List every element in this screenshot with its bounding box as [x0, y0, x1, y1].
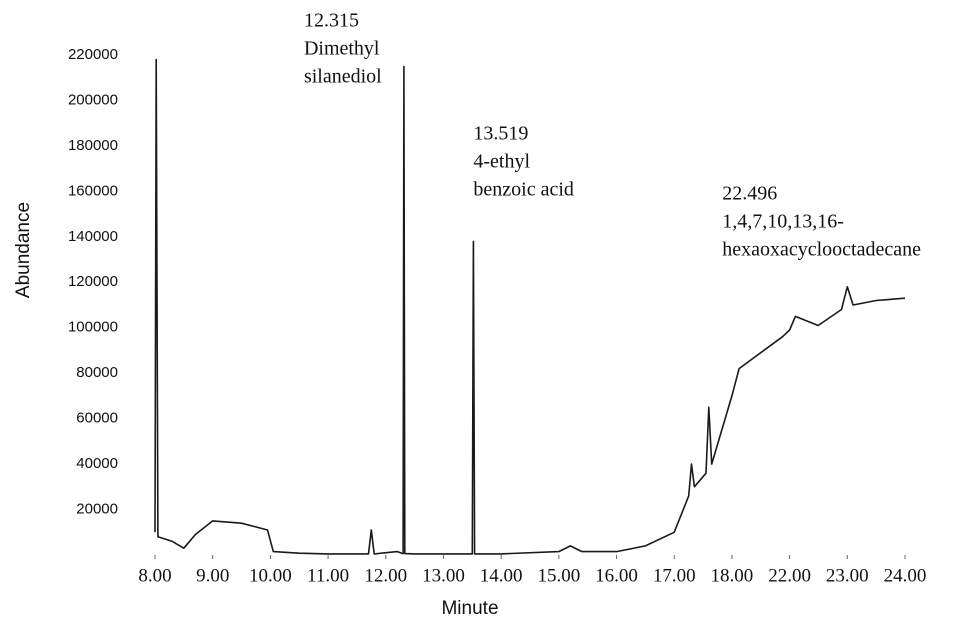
annotation-text: benzoic acid — [473, 179, 573, 201]
annotation-time: 13.519 — [473, 123, 528, 145]
y-tick-label: 140000 — [68, 228, 118, 245]
annotation-text: Dimethyl — [304, 38, 380, 60]
y-tick-label: 220000 — [68, 46, 118, 63]
x-tick-label: 22.00 — [768, 565, 811, 586]
annotation-time: 22.496 — [722, 183, 777, 205]
y-tick-label: 200000 — [68, 91, 118, 108]
x-tick-label: 9.00 — [196, 565, 229, 586]
y-tick-label: 180000 — [68, 137, 118, 154]
x-axis-title: Minute — [441, 598, 498, 619]
annotation-text: 1,4,7,10,13,16- — [722, 211, 844, 233]
x-tick-label: 15.00 — [537, 565, 580, 586]
trace — [154, 58, 906, 555]
x-tick-label: 14.00 — [480, 565, 523, 586]
x-tick-label: 8.00 — [138, 565, 171, 586]
y-tick-label: 60000 — [76, 410, 118, 427]
x-tick-label: 24.00 — [884, 565, 927, 586]
annotation-text: 4-ethyl — [473, 151, 530, 173]
x-tick-label: 16.00 — [595, 565, 638, 586]
annotation-text: silanediol — [304, 66, 382, 88]
annotation-text: hexaoxacyclooctadecane — [722, 239, 921, 261]
y-tick-label: 100000 — [68, 319, 118, 336]
y-tick-label: 160000 — [68, 182, 118, 199]
y-tick-label: 40000 — [76, 455, 118, 472]
x-tick-label: 18.00 — [711, 565, 754, 586]
annotation-time: 12.315 — [304, 10, 359, 32]
x-tick-label: 17.00 — [653, 565, 696, 586]
y-axis-title: Abundance — [13, 202, 34, 298]
x-tick-label: 10.00 — [249, 565, 292, 586]
x-tick-label: 13.00 — [422, 565, 465, 586]
y-tick-label: 120000 — [68, 273, 118, 290]
x-tick-label: 12.00 — [364, 565, 407, 586]
x-tick-label: 11.00 — [307, 565, 349, 586]
x-tick-label: 23.00 — [826, 565, 869, 586]
y-tick-label: 20000 — [76, 501, 118, 518]
y-tick-label: 80000 — [76, 364, 118, 381]
